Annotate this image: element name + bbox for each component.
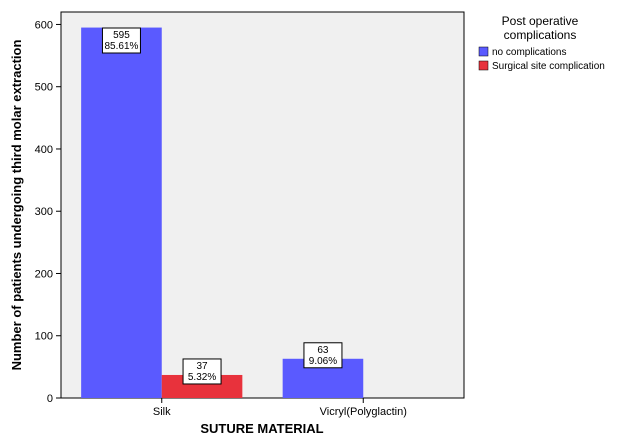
data-label-box xyxy=(101,27,141,54)
y-tick-label: 500 xyxy=(35,82,53,94)
data-label-line-1: 595 xyxy=(113,30,130,41)
data-label-box xyxy=(182,358,222,385)
data-label-line-2: 9.06% xyxy=(309,356,337,367)
bar-no-complications-silk xyxy=(81,27,162,399)
data-label-surgical-site-complication-silk: 375.32% xyxy=(182,358,222,385)
legend-title-line-1: Post operative xyxy=(502,14,579,28)
y-tick-label: 200 xyxy=(35,268,53,280)
x-tick-label-silk: Silk xyxy=(153,406,171,418)
y-axis: 0 100 200 300 400 500 600 xyxy=(35,19,61,405)
data-label-no-complications-vicryl-polyglactin: 639.06% xyxy=(303,342,343,369)
legend: Post operative complications no complica… xyxy=(478,14,605,72)
data-label-line-2: 5.32% xyxy=(188,372,216,383)
y-axis-title: Number of patients undergoing third mola… xyxy=(9,40,24,371)
y-tick-label: 300 xyxy=(35,206,53,218)
legend-title-line-2: complications xyxy=(504,28,577,42)
data-label-line-1: 37 xyxy=(196,361,208,372)
data-label-box xyxy=(303,342,343,369)
legend-swatch-no-complications xyxy=(478,46,489,57)
legend-swatch-surgical-site-complication xyxy=(478,60,489,71)
data-label-line-2: 85.61% xyxy=(104,41,138,52)
bars xyxy=(81,27,364,399)
legend-label-no-complications: no complications xyxy=(492,47,566,58)
y-tick-label: 0 xyxy=(47,393,53,405)
y-tick-label: 600 xyxy=(35,19,53,31)
x-axis: Silk Vicryl(Polyglactin) xyxy=(153,398,407,418)
data-label-line-1: 63 xyxy=(317,345,329,356)
y-tick-label: 400 xyxy=(35,144,53,156)
legend-label-surgical-site-complication: Surgical site complication xyxy=(492,61,605,72)
x-tick-label-vicryl-polyglactin: Vicryl(Polyglactin) xyxy=(320,406,407,418)
y-tick-label: 100 xyxy=(35,331,53,343)
bar-surgical-site-complication-silk xyxy=(161,374,243,398)
x-axis-title: SUTURE MATERIAL xyxy=(200,421,323,436)
